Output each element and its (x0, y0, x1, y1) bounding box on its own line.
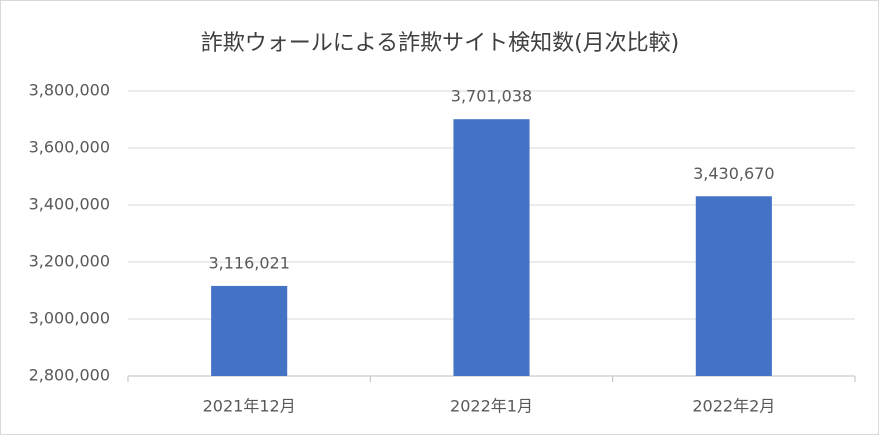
bar (211, 285, 288, 376)
data-label: 3,430,670 (693, 164, 774, 183)
data-label: 3,701,038 (451, 87, 532, 106)
y-tick-label: 3,400,000 (29, 195, 110, 214)
chart-title: 詐欺ウォールによる詐欺サイト検知数(月次比較) (201, 31, 680, 56)
y-tick-label: 3,800,000 (29, 81, 110, 100)
data-label: 3,116,021 (208, 253, 289, 272)
y-tick-label: 3,200,000 (29, 252, 110, 271)
bar (695, 196, 772, 376)
x-tick-label: 2022年2月 (692, 397, 775, 416)
x-tick-label: 2021年12月 (203, 397, 296, 416)
y-tick-label: 3,600,000 (29, 138, 110, 157)
bar (453, 119, 530, 377)
x-tick-label: 2022年1月 (450, 397, 533, 416)
y-tick-label: 3,000,000 (29, 309, 110, 328)
y-tick-label: 2,800,000 (29, 366, 110, 385)
